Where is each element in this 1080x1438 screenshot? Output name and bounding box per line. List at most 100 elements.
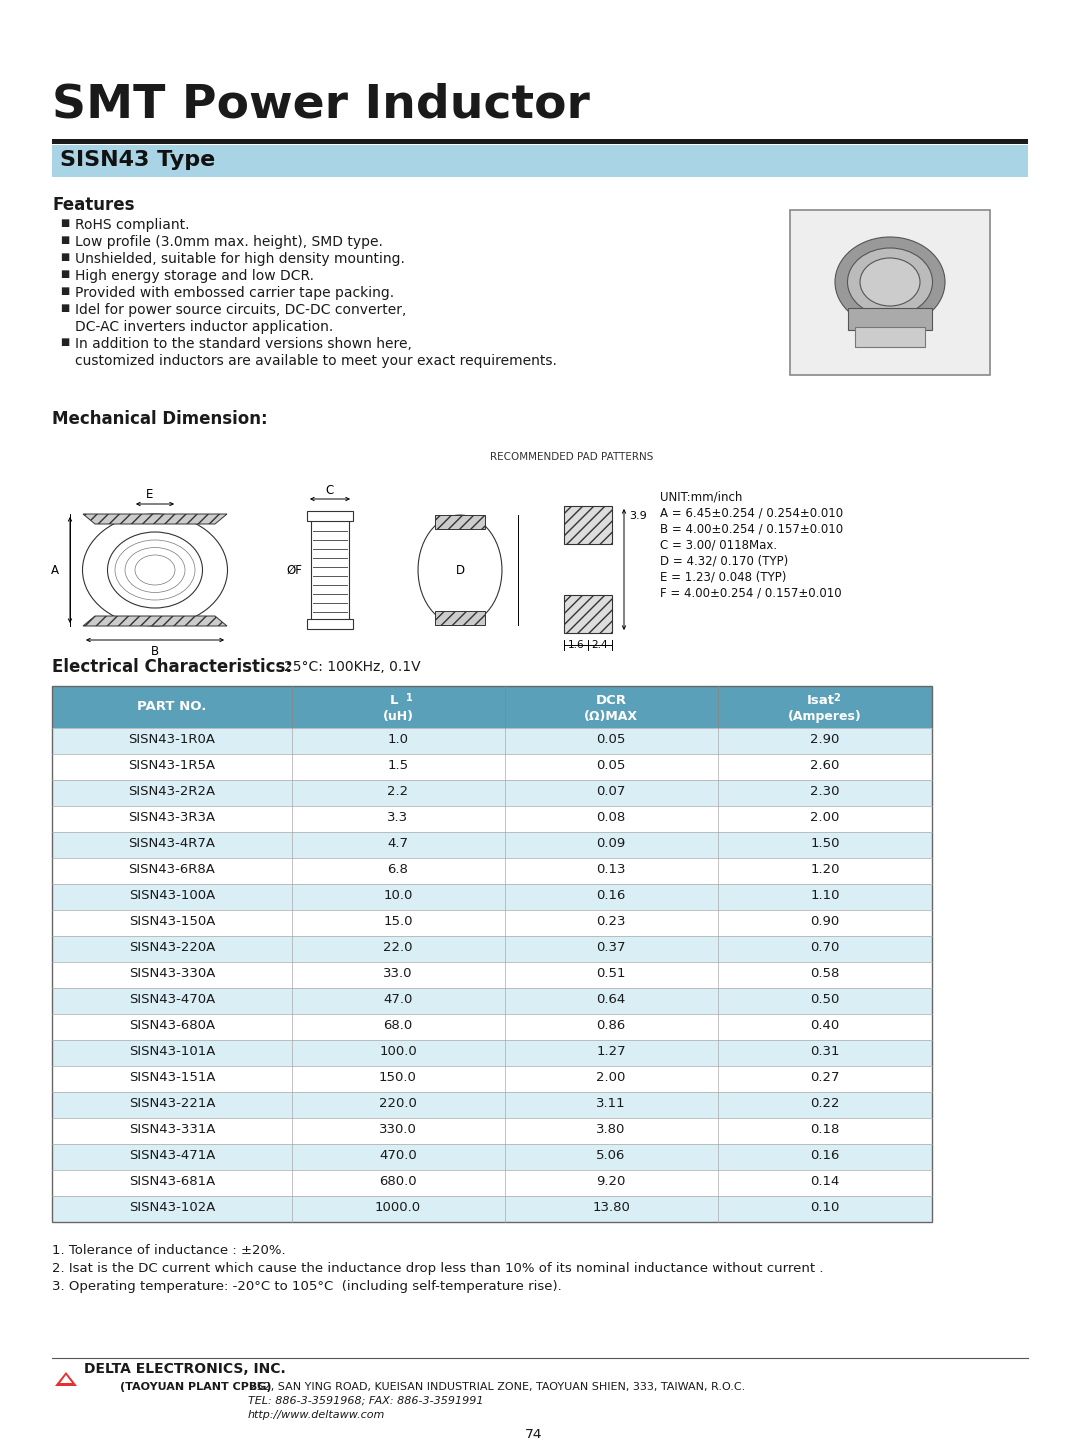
- Text: 0.86: 0.86: [596, 1020, 625, 1032]
- Text: 2: 2: [833, 693, 840, 703]
- Text: SISN43-150A: SISN43-150A: [129, 915, 215, 928]
- Text: B: B: [151, 646, 159, 659]
- Bar: [52, 988, 932, 1014]
- Text: 330.0: 330.0: [379, 1123, 417, 1136]
- Bar: [52, 962, 932, 988]
- Text: 3.9: 3.9: [629, 510, 647, 521]
- Text: 15.0: 15.0: [383, 915, 413, 928]
- Bar: [307, 618, 353, 628]
- Text: 252, SAN YING ROAD, KUEISAN INDUSTRIAL ZONE, TAOYUAN SHIEN, 333, TAIWAN, R.O.C.: 252, SAN YING ROAD, KUEISAN INDUSTRIAL Z…: [246, 1382, 745, 1392]
- Text: E = 1.23/ 0.048 (TYP): E = 1.23/ 0.048 (TYP): [660, 569, 786, 582]
- Text: ØF: ØF: [286, 564, 302, 577]
- Bar: [52, 686, 932, 1222]
- Polygon shape: [55, 1372, 77, 1386]
- Bar: [52, 936, 932, 962]
- Text: SISN43 Type: SISN43 Type: [60, 150, 215, 170]
- Bar: [52, 910, 932, 936]
- Text: 0.27: 0.27: [810, 1071, 840, 1084]
- Bar: [52, 807, 932, 833]
- Text: 0.51: 0.51: [596, 966, 625, 981]
- Text: 10.0: 10.0: [383, 889, 413, 902]
- Text: B = 4.00±0.254 / 0.157±0.010: B = 4.00±0.254 / 0.157±0.010: [660, 522, 843, 535]
- Text: 6.8: 6.8: [388, 863, 408, 876]
- Text: 5.06: 5.06: [596, 1149, 625, 1162]
- Text: 68.0: 68.0: [383, 1020, 413, 1032]
- Text: 3.11: 3.11: [596, 1097, 625, 1110]
- Text: D: D: [456, 564, 464, 577]
- Bar: [307, 510, 353, 521]
- Text: SMT Power Inductor: SMT Power Inductor: [52, 82, 590, 127]
- Text: 4.7: 4.7: [388, 837, 408, 850]
- Text: SISN43-102A: SISN43-102A: [129, 1201, 215, 1214]
- Text: DELTA ELECTRONICS, INC.: DELTA ELECTRONICS, INC.: [84, 1362, 286, 1376]
- Text: SISN43-151A: SISN43-151A: [129, 1071, 215, 1084]
- Text: SISN43-471A: SISN43-471A: [129, 1149, 215, 1162]
- Polygon shape: [435, 611, 485, 626]
- Ellipse shape: [860, 257, 920, 306]
- Text: SISN43-680A: SISN43-680A: [129, 1020, 215, 1032]
- Text: 1: 1: [406, 693, 413, 703]
- Bar: [52, 779, 932, 807]
- Bar: [52, 1171, 932, 1196]
- Text: SISN43-470A: SISN43-470A: [129, 994, 215, 1007]
- Ellipse shape: [108, 532, 203, 608]
- Bar: [855, 326, 924, 347]
- Text: RoHS compliant.: RoHS compliant.: [75, 219, 189, 232]
- Text: DCR: DCR: [595, 695, 626, 707]
- Text: 0.50: 0.50: [810, 994, 839, 1007]
- Text: 0.09: 0.09: [596, 837, 625, 850]
- Text: 0.14: 0.14: [810, 1175, 839, 1188]
- Text: SISN43-331A: SISN43-331A: [129, 1123, 215, 1136]
- Bar: [848, 308, 932, 329]
- Text: 0.90: 0.90: [810, 915, 839, 928]
- Text: C: C: [326, 485, 334, 498]
- Text: ■: ■: [60, 303, 69, 313]
- Text: 680.0: 680.0: [379, 1175, 417, 1188]
- Text: High energy storage and low DCR.: High energy storage and low DCR.: [75, 269, 314, 283]
- Bar: [52, 1040, 932, 1066]
- Text: SISN43-221A: SISN43-221A: [129, 1097, 215, 1110]
- Polygon shape: [435, 515, 485, 529]
- Text: UNIT:mm/inch: UNIT:mm/inch: [660, 490, 742, 503]
- Text: (TAOYUAN PLANT CPBG): (TAOYUAN PLANT CPBG): [120, 1382, 271, 1392]
- Text: Isat: Isat: [807, 695, 835, 707]
- Text: 0.07: 0.07: [596, 785, 625, 798]
- Bar: [52, 728, 932, 754]
- Bar: [52, 1145, 932, 1171]
- Text: 25°C: 100KHz, 0.1V: 25°C: 100KHz, 0.1V: [284, 660, 420, 674]
- Ellipse shape: [848, 247, 932, 316]
- Text: 3.80: 3.80: [596, 1123, 625, 1136]
- Text: SISN43-3R3A: SISN43-3R3A: [129, 811, 216, 824]
- Text: ■: ■: [60, 336, 69, 347]
- Text: 220.0: 220.0: [379, 1097, 417, 1110]
- Bar: [52, 139, 1028, 144]
- Text: 0.16: 0.16: [596, 889, 625, 902]
- Text: A = 6.45±0.254 / 0.254±0.010: A = 6.45±0.254 / 0.254±0.010: [660, 506, 843, 519]
- Text: 0.16: 0.16: [810, 1149, 839, 1162]
- Text: 0.05: 0.05: [596, 759, 625, 772]
- Text: Idel for power source circuits, DC-DC converter,: Idel for power source circuits, DC-DC co…: [75, 303, 406, 316]
- Text: SISN43-220A: SISN43-220A: [129, 940, 215, 953]
- Text: Unshielded, suitable for high density mounting.: Unshielded, suitable for high density mo…: [75, 252, 405, 266]
- Text: Features: Features: [52, 196, 135, 214]
- Text: 1.0: 1.0: [388, 733, 408, 746]
- Text: SISN43-681A: SISN43-681A: [129, 1175, 215, 1188]
- Text: 2.00: 2.00: [810, 811, 839, 824]
- Text: Mechanical Dimension:: Mechanical Dimension:: [52, 410, 268, 429]
- Text: http://www.deltaww.com: http://www.deltaww.com: [248, 1411, 386, 1419]
- Text: 0.10: 0.10: [810, 1201, 839, 1214]
- Text: ■: ■: [60, 234, 69, 244]
- Text: 1. Tolerance of inductance : ±20%.: 1. Tolerance of inductance : ±20%.: [52, 1244, 285, 1257]
- Bar: [564, 595, 612, 633]
- Text: 3.3: 3.3: [388, 811, 408, 824]
- Bar: [52, 145, 1028, 177]
- Bar: [52, 1091, 932, 1117]
- Ellipse shape: [82, 513, 228, 626]
- Text: 1.50: 1.50: [810, 837, 840, 850]
- Text: A: A: [51, 564, 59, 577]
- Text: SISN43-330A: SISN43-330A: [129, 966, 215, 981]
- Bar: [52, 754, 932, 779]
- Text: 22.0: 22.0: [383, 940, 413, 953]
- Text: RECOMMENDED PAD PATTERNS: RECOMMENDED PAD PATTERNS: [490, 452, 653, 462]
- Polygon shape: [83, 513, 227, 523]
